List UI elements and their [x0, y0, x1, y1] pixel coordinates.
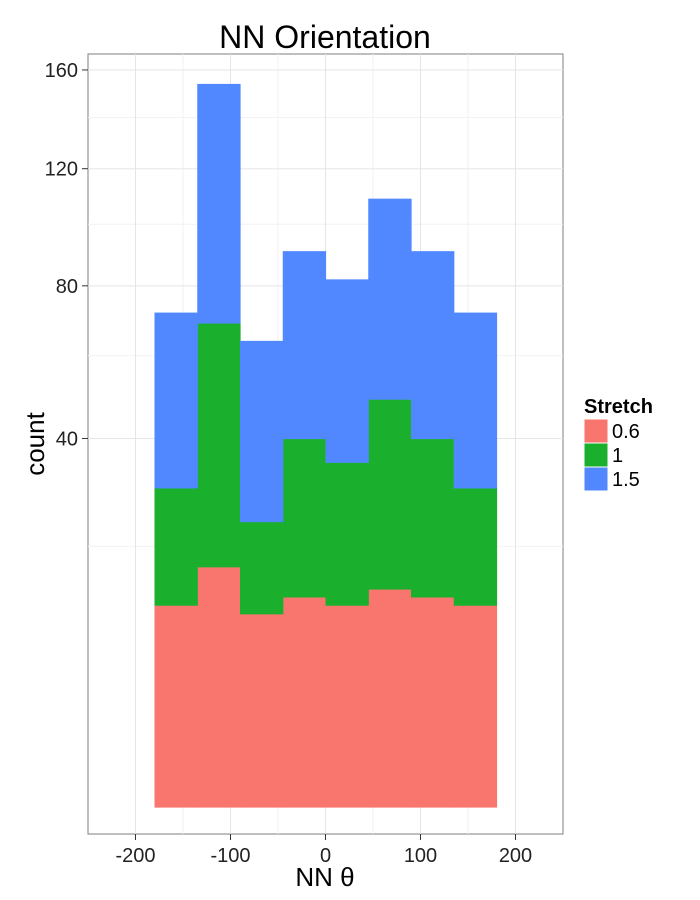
- legend-label: 0.6: [612, 421, 640, 443]
- bar-stretch-0.6-bin-0: [154, 605, 198, 808]
- x-tick-label: 200: [499, 845, 532, 867]
- legend-swatch: [583, 442, 609, 468]
- legend-swatch: [583, 466, 609, 492]
- bar-stretch-0.6-bin-4: [325, 605, 369, 808]
- bar-stretch-1-bin-5: [368, 399, 412, 590]
- y-tick-label: 160: [45, 60, 78, 82]
- legend-label: 1: [612, 445, 623, 467]
- bar-stretch-1.5-bin-3: [282, 251, 327, 440]
- bar-stretch-1.5-bin-4: [325, 279, 369, 463]
- bar-stretch-0.6-bin-6: [411, 596, 455, 808]
- x-tick-label: 0: [320, 845, 331, 867]
- bar-stretch-1-bin-1: [197, 322, 241, 568]
- bar-stretch-1-bin-4: [325, 462, 369, 606]
- legend: Stretch 0.611.5: [583, 396, 653, 492]
- x-axis-label: NN θ: [295, 862, 354, 892]
- bar-stretch-1.5-bin-5: [368, 198, 412, 400]
- bar-stretch-1.5-bin-2: [240, 340, 284, 523]
- bar-stretch-0.6-bin-1: [197, 566, 241, 808]
- bar-stretch-1-bin-2: [240, 521, 284, 615]
- x-tick-label: 100: [404, 845, 437, 867]
- bar-stretch-1-bin-7: [453, 487, 498, 606]
- x-tick-label: -200: [115, 845, 155, 867]
- legend-label: 1.5: [612, 469, 640, 491]
- x-tick-label: -100: [210, 845, 250, 867]
- bar-stretch-0.6-bin-3: [282, 596, 327, 808]
- bar-stretch-1.5-bin-7: [453, 312, 498, 489]
- bar-stretch-1-bin-6: [411, 438, 455, 598]
- y-tick-label: 40: [56, 428, 78, 450]
- bar-stretch-1-bin-0: [154, 487, 198, 606]
- bar-stretch-0.6-bin-5: [368, 588, 412, 808]
- y-tick-label: 80: [56, 276, 78, 298]
- bar-stretch-0.6-bin-2: [240, 613, 284, 808]
- y-tick-label: 120: [45, 159, 78, 181]
- chart-title: NN Orientation: [219, 19, 431, 55]
- bar-stretch-1.5-bin-6: [411, 251, 455, 440]
- x-axis: -200 -100 0 100 200: [115, 834, 532, 867]
- bars: [154, 83, 498, 808]
- legend-title: Stretch: [584, 396, 653, 418]
- y-axis: 40 80 120 160: [45, 60, 88, 450]
- bar-stretch-0.6-bin-7: [453, 605, 498, 808]
- legend-swatch: [583, 418, 609, 444]
- bar-stretch-1-bin-3: [282, 438, 327, 598]
- bar-stretch-1.5-bin-0: [154, 312, 198, 489]
- y-axis-label: count: [20, 411, 50, 475]
- bar-stretch-1.5-bin-1: [197, 83, 241, 324]
